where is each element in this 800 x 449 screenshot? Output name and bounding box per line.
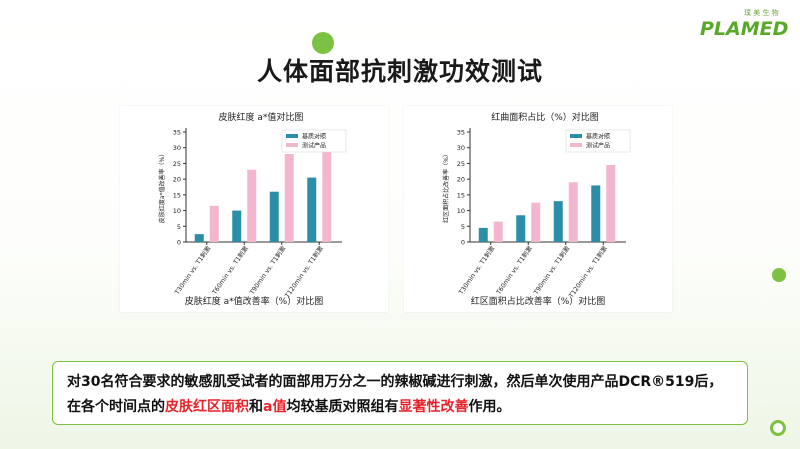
chart-caption: 红区面积占比改善率（%）对比图 xyxy=(471,295,606,307)
logo-subtitle: 璞 美 生 物 xyxy=(744,9,779,17)
legend-label: 基质对照 xyxy=(586,133,610,141)
chart-caption: 皮肤红度 a*值改善率（%）对比图 xyxy=(185,295,323,307)
bar-base xyxy=(269,191,279,242)
description-text: 作用。 xyxy=(468,399,511,415)
logo-wordmark: PLAMED xyxy=(700,18,789,40)
y-axis-label: 皮肤红度a*值改善率（%） xyxy=(158,151,166,223)
chart-panel-red-area: 红曲面积占比（%）对比图 0 5 10 15 20 25 30 35 红区面积占比改善率（%） T3… xyxy=(404,106,672,312)
legend-swatch xyxy=(286,134,298,138)
highlight-red-area: 皮肤红区面积 xyxy=(165,399,249,415)
legend-label: 测试产品 xyxy=(302,142,326,150)
y-tick-label: 20 xyxy=(173,176,181,184)
x-tick-label: T90min vs. T1刺激 xyxy=(247,243,288,296)
chart-title: 红曲面积占比（%）对比图 xyxy=(491,111,599,123)
y-tick-label: 0 xyxy=(461,239,465,247)
chart-redness-a-value: 皮肤红度 a*值对比图 0 5 10 15 20 25 30 35 皮肤红度a*值改善率（%） T3… xyxy=(158,111,347,307)
bar-product xyxy=(531,202,541,242)
bar-base xyxy=(478,227,488,242)
highlight-a-value: a值 xyxy=(263,399,287,415)
bar-base xyxy=(194,234,204,242)
y-tick-label: 5 xyxy=(177,223,181,231)
legend-swatch xyxy=(570,134,582,138)
bar-product xyxy=(247,169,257,242)
y-tick-label: 0 xyxy=(177,239,181,247)
x-tick-label: T30min vs. T1刺激 xyxy=(172,243,213,296)
bar-base xyxy=(307,177,317,242)
y-tick-label: 5 xyxy=(461,223,465,231)
y-tick-label: 35 xyxy=(457,129,465,137)
chart-panel-redness: 皮肤红度 a*值对比图 0 5 10 15 20 25 30 35 皮肤红度a*值改善率（%） T3… xyxy=(120,106,388,312)
x-tick-label: T60min vs. T1刺激 xyxy=(209,243,250,296)
bar-product xyxy=(322,139,332,242)
legend-swatch xyxy=(570,143,582,147)
y-tick-label: 15 xyxy=(457,191,465,199)
x-tick-label: T120min vs. T1刺激 xyxy=(282,243,325,300)
y-tick-label: 35 xyxy=(173,129,181,137)
bar-base xyxy=(553,201,563,242)
description-text: 对30名符合要求的敏感肌受试者的面部用万分之一的辣椒碱进行刺激，然后单次使用产品… xyxy=(67,374,723,415)
green-dot-decoration xyxy=(312,32,334,54)
highlight-significant: 显著性改善 xyxy=(398,399,469,415)
x-tick-label: T90min vs. T1刺激 xyxy=(531,243,572,296)
x-tick-label: T60min vs. T1刺激 xyxy=(493,243,534,296)
bar-product xyxy=(209,205,219,242)
y-tick-label: 20 xyxy=(457,176,465,184)
y-axis-label: 红区面积占比改善率（%） xyxy=(442,151,450,223)
y-tick-label: 15 xyxy=(173,191,181,199)
bar-product xyxy=(606,165,616,242)
bar-product xyxy=(568,182,578,242)
x-tick-label: T120min vs. T1刺激 xyxy=(566,243,609,300)
chart-title: 皮肤红度 a*值对比图 xyxy=(219,111,304,123)
bar-base xyxy=(591,185,601,242)
bar-base xyxy=(232,210,242,242)
y-tick-label: 10 xyxy=(457,207,465,215)
bar-base xyxy=(516,215,526,242)
bar-product xyxy=(284,154,294,242)
legend-label: 测试产品 xyxy=(586,142,610,150)
description-text: 和 xyxy=(249,399,263,415)
y-tick-label: 30 xyxy=(173,144,181,152)
y-tick-label: 25 xyxy=(457,160,465,168)
y-tick-label: 10 xyxy=(173,207,181,215)
description-box: 对30名符合要求的敏感肌受试者的面部用万分之一的辣椒碱进行刺激，然后单次使用产品… xyxy=(52,361,748,425)
y-tick-label: 30 xyxy=(457,144,465,152)
y-tick-label: 25 xyxy=(173,160,181,168)
plamed-logo: 璞 美 生 物 PLAMED xyxy=(700,8,790,42)
green-dot-decoration xyxy=(772,268,786,282)
legend-swatch xyxy=(286,143,298,147)
green-ring-decoration xyxy=(770,420,786,436)
bar-product xyxy=(493,221,503,242)
page-title: 人体面部抗刺激功效测试 xyxy=(256,57,543,86)
description-text: 均较基质对照组有 xyxy=(286,399,399,415)
legend-label: 基质对照 xyxy=(302,133,326,141)
chart-red-area-ratio: 红曲面积占比（%）对比图 0 5 10 15 20 25 30 35 红区面积占比改善率（%） T3… xyxy=(442,111,631,307)
x-tick-label: T30min vs. T1刺激 xyxy=(456,243,497,296)
